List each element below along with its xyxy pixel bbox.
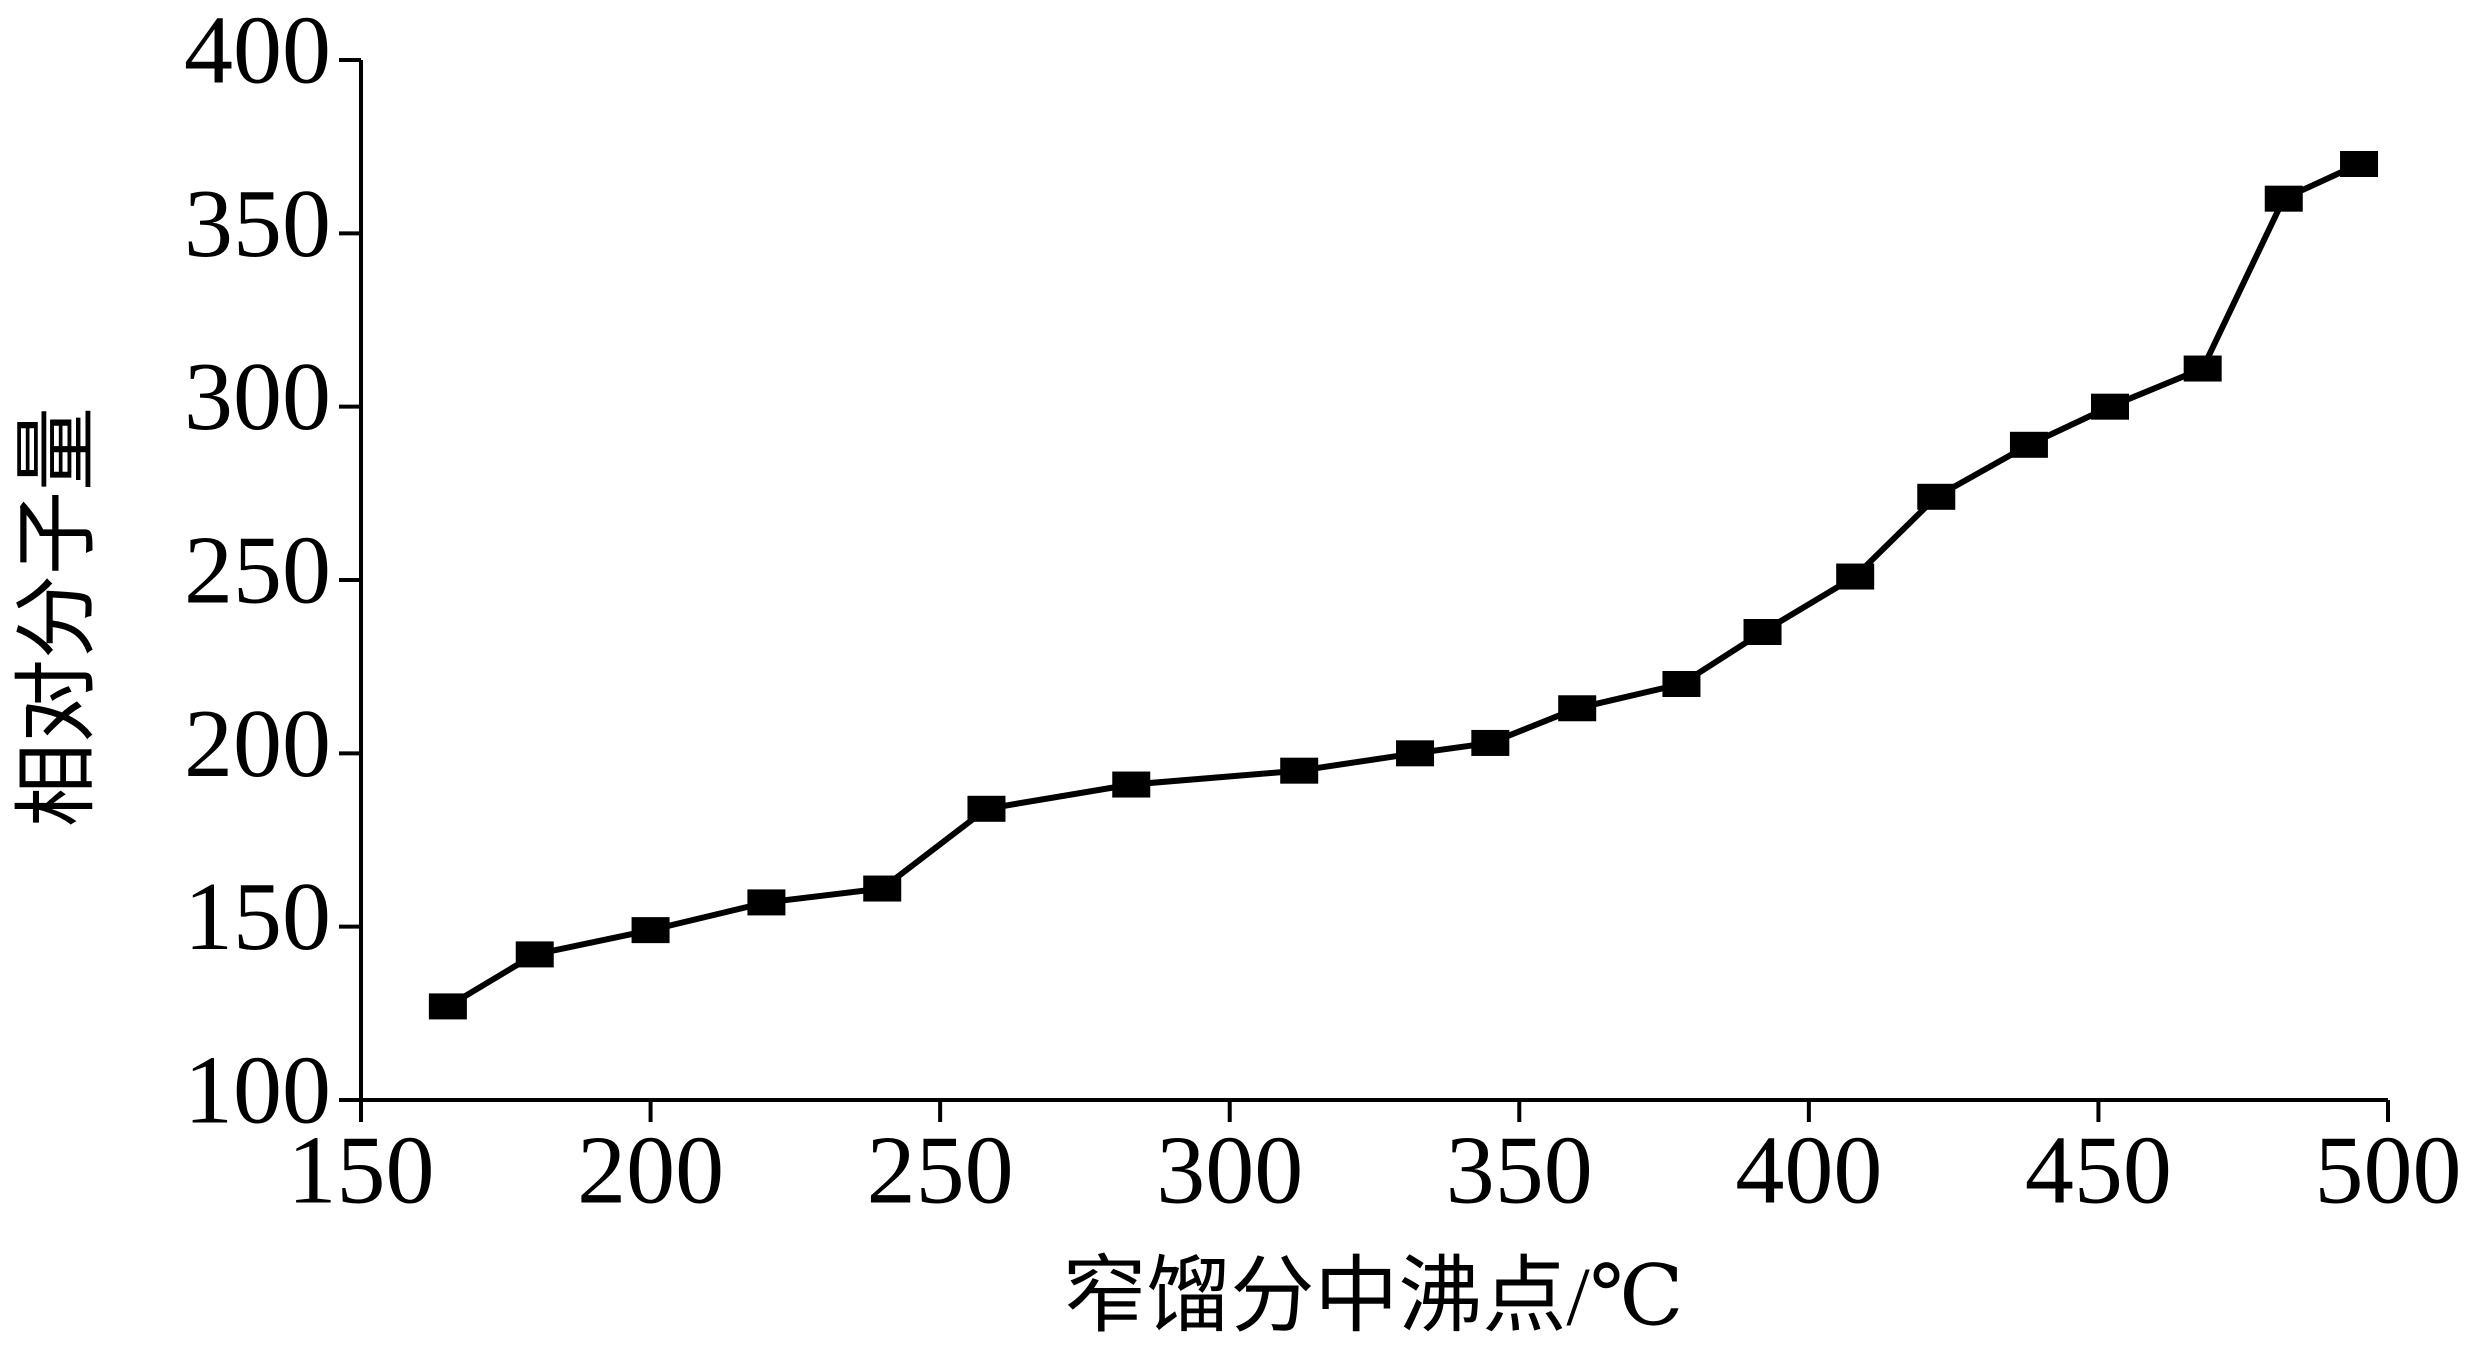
x-tick-label: 300 — [1156, 1116, 1303, 1224]
data-marker — [967, 795, 1006, 822]
data-marker — [2340, 151, 2379, 177]
y-tick-label: 100 — [184, 1036, 331, 1144]
x-tick-label: 350 — [1446, 1116, 1593, 1224]
data-marker — [515, 941, 554, 968]
data-marker — [1917, 483, 1956, 510]
y-tick-label: 250 — [184, 516, 331, 624]
data-marker — [747, 889, 786, 916]
x-tick-label: 200 — [577, 1116, 724, 1224]
y-tick-label: 300 — [184, 343, 331, 451]
data-marker — [2091, 393, 2130, 420]
data-marker — [863, 875, 902, 902]
x-tick-label: 500 — [2315, 1116, 2462, 1224]
data-marker — [1396, 740, 1435, 767]
data-marker — [1662, 671, 1701, 697]
data-line — [446, 161, 2361, 1009]
y-tick-label: 350 — [184, 170, 331, 278]
data-marker — [428, 993, 467, 1020]
data-marker — [1743, 619, 1782, 645]
data-marker — [2264, 185, 2303, 212]
data-marker — [1471, 729, 1510, 756]
data-marker — [2183, 355, 2222, 382]
data-marker — [631, 917, 670, 944]
data-marker — [1112, 771, 1151, 798]
y-tick-label: 400 — [184, 0, 331, 104]
x-tick-label: 400 — [1735, 1116, 1882, 1224]
data-marker — [1836, 563, 1875, 590]
x-tick-label: 150 — [288, 1116, 435, 1224]
data-marker — [1280, 757, 1319, 784]
data-marker — [2009, 431, 2048, 458]
x-tick-label: 450 — [2025, 1116, 2172, 1224]
data-marker — [1558, 695, 1597, 722]
y-axis-label: 相对分子量 — [11, 407, 104, 827]
x-tick-label: 250 — [867, 1116, 1014, 1224]
y-tick-label: 150 — [184, 863, 331, 971]
y-tick-label: 200 — [184, 690, 331, 798]
x-axis-label: 窄馏分中沸点/℃ — [1062, 1250, 1683, 1343]
